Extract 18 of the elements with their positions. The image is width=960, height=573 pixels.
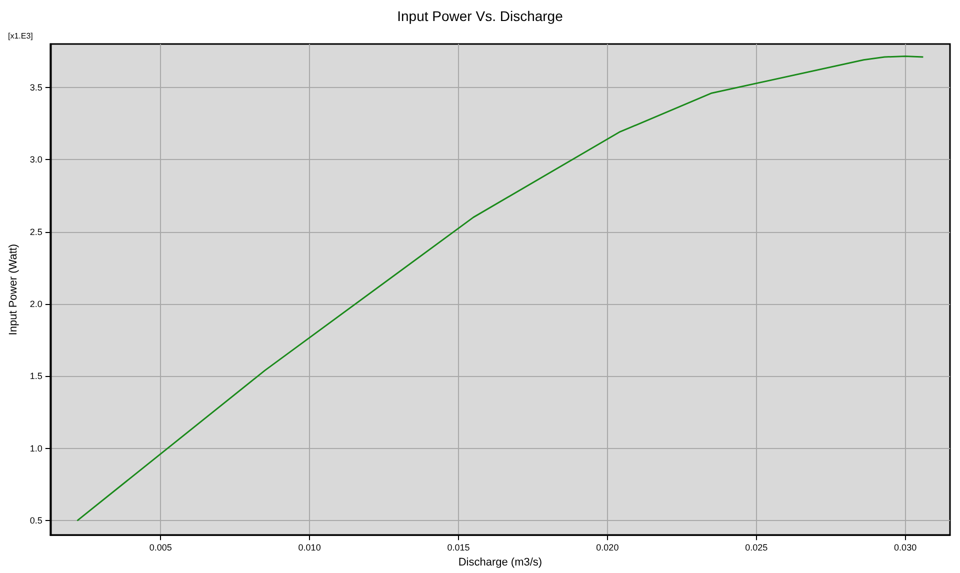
x-tick-label: 0.020: [596, 542, 619, 553]
line-series: [76, 56, 924, 522]
y-tick-label: 3.5: [30, 82, 42, 92]
y-tick-label: 3.0: [30, 154, 42, 165]
x-tick-label: 0.025: [745, 542, 768, 553]
y-tick-label: 0.5: [30, 516, 42, 526]
x-tick-label: 0.030: [894, 542, 917, 553]
y-tick-label: 2.5: [30, 226, 42, 237]
x-tick-label: 0.005: [149, 542, 172, 553]
y-tick-label: 2.0: [30, 298, 42, 309]
x-axis-title: Discharge (m3/s): [458, 556, 542, 568]
chart-title: Input Power Vs. Discharge: [397, 8, 564, 24]
y-axis-title: Input Power (Watt): [8, 244, 20, 336]
text: [x1.E3]: [8, 32, 33, 40]
x-tick-label: 0.010: [298, 542, 321, 553]
y-tick-label: 1.5: [30, 371, 42, 382]
y-tick-label: 1.0: [30, 443, 42, 454]
x-tick-label: 0.015: [447, 542, 470, 553]
